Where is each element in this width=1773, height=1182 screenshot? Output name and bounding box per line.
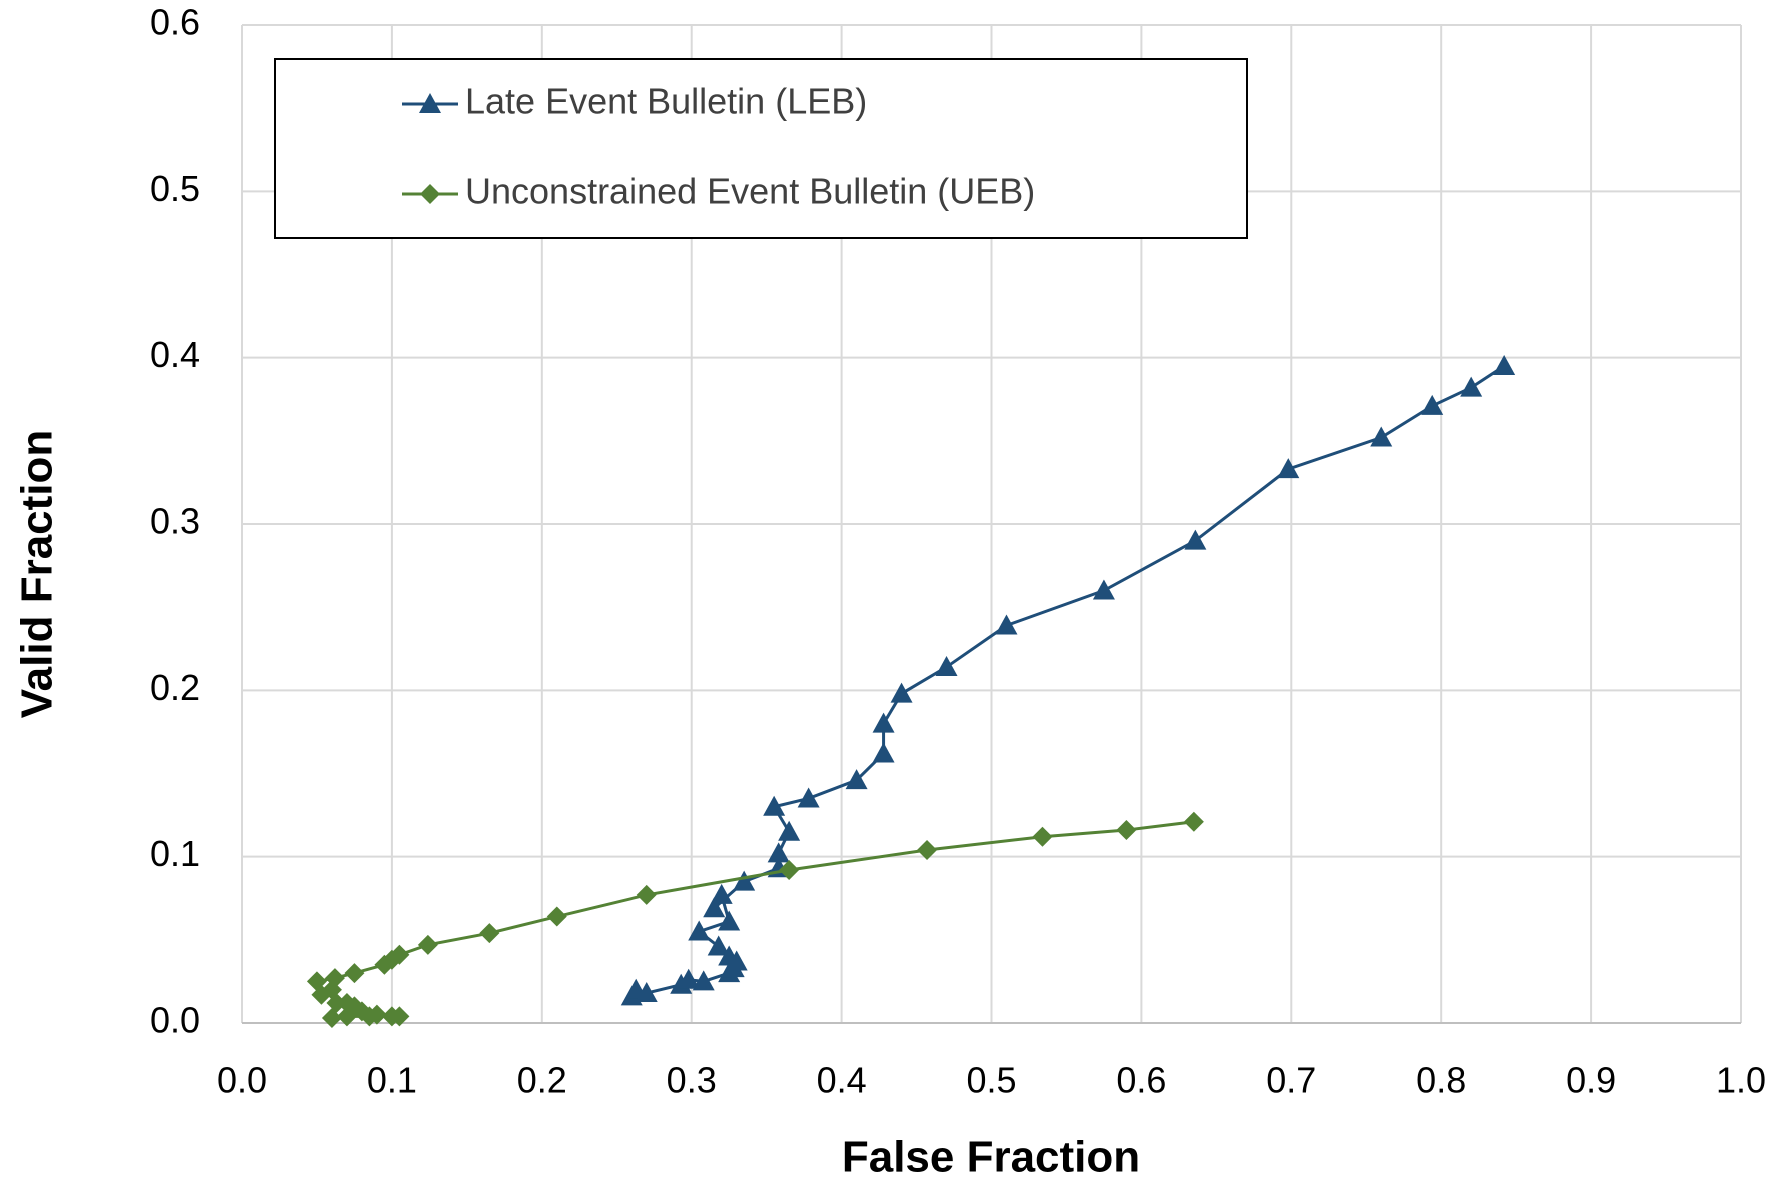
legend-box (274, 58, 1248, 239)
marker (872, 742, 895, 763)
marker (1421, 394, 1444, 415)
x-tick-label: 0.6 (1116, 1060, 1166, 1101)
marker (1184, 529, 1207, 550)
x-tick-label: 0.8 (1416, 1060, 1466, 1101)
marker (374, 954, 395, 975)
y-tick-label: 0.4 (150, 334, 200, 375)
x-tick-label: 0.4 (817, 1060, 867, 1101)
marker (1183, 811, 1204, 832)
marker (763, 795, 786, 816)
marker (359, 1006, 380, 1027)
marker (636, 884, 657, 905)
marker (710, 883, 733, 904)
marker (995, 614, 1018, 635)
marker (1277, 458, 1300, 479)
marker (321, 1008, 342, 1029)
marker (692, 970, 715, 991)
y-tick-label: 0.6 (150, 2, 200, 43)
x-tick-label: 0.9 (1566, 1060, 1616, 1101)
y-tick-label: 0.5 (150, 168, 200, 209)
legend-label: Unconstrained Event Bulletin (UEB) (465, 171, 1035, 212)
y-tick-label: 0.1 (150, 833, 200, 874)
x-tick-label: 0.3 (667, 1060, 717, 1101)
marker (688, 920, 711, 941)
marker (1032, 826, 1053, 847)
marker (1092, 579, 1115, 600)
marker (419, 93, 441, 113)
x-tick-label: 0.5 (966, 1060, 1016, 1101)
marker (546, 906, 567, 927)
marker (779, 859, 800, 880)
marker (778, 820, 801, 841)
x-tick-label: 0.2 (517, 1060, 567, 1101)
marker (845, 769, 868, 790)
x-tick-label: 0.7 (1266, 1060, 1316, 1101)
marker (1493, 354, 1516, 375)
marker (326, 993, 347, 1014)
marker (872, 712, 895, 733)
y-tick-label: 0.0 (150, 1000, 200, 1041)
marker (703, 897, 726, 918)
series-line (630, 364, 1505, 998)
marker (707, 935, 730, 956)
marker (917, 840, 938, 861)
marker (733, 870, 756, 891)
marker (767, 842, 790, 863)
marker (677, 968, 700, 989)
y-axis-title: Valid Fraction (13, 430, 62, 719)
marker (635, 982, 658, 1003)
marker (935, 656, 958, 677)
marker (420, 184, 440, 204)
marker (336, 1006, 357, 1027)
x-tick-label: 0.0 (217, 1060, 267, 1101)
x-tick-label: 1.0 (1716, 1060, 1766, 1101)
x-tick-label: 0.1 (367, 1060, 417, 1101)
legend-label: Late Event Bulletin (LEB) (465, 81, 867, 122)
marker (479, 923, 500, 944)
marker (417, 934, 438, 955)
marker (1370, 426, 1393, 447)
marker (797, 787, 820, 808)
marker (1460, 376, 1483, 397)
marker (718, 910, 741, 931)
marker (389, 1006, 410, 1027)
y-tick-label: 0.2 (150, 667, 200, 708)
series-line (314, 820, 1195, 1020)
y-tick-label: 0.3 (150, 501, 200, 542)
marker (1116, 820, 1137, 841)
marker (344, 963, 365, 984)
x-axis-title: False Fraction (842, 1133, 1140, 1182)
marker (890, 682, 913, 703)
